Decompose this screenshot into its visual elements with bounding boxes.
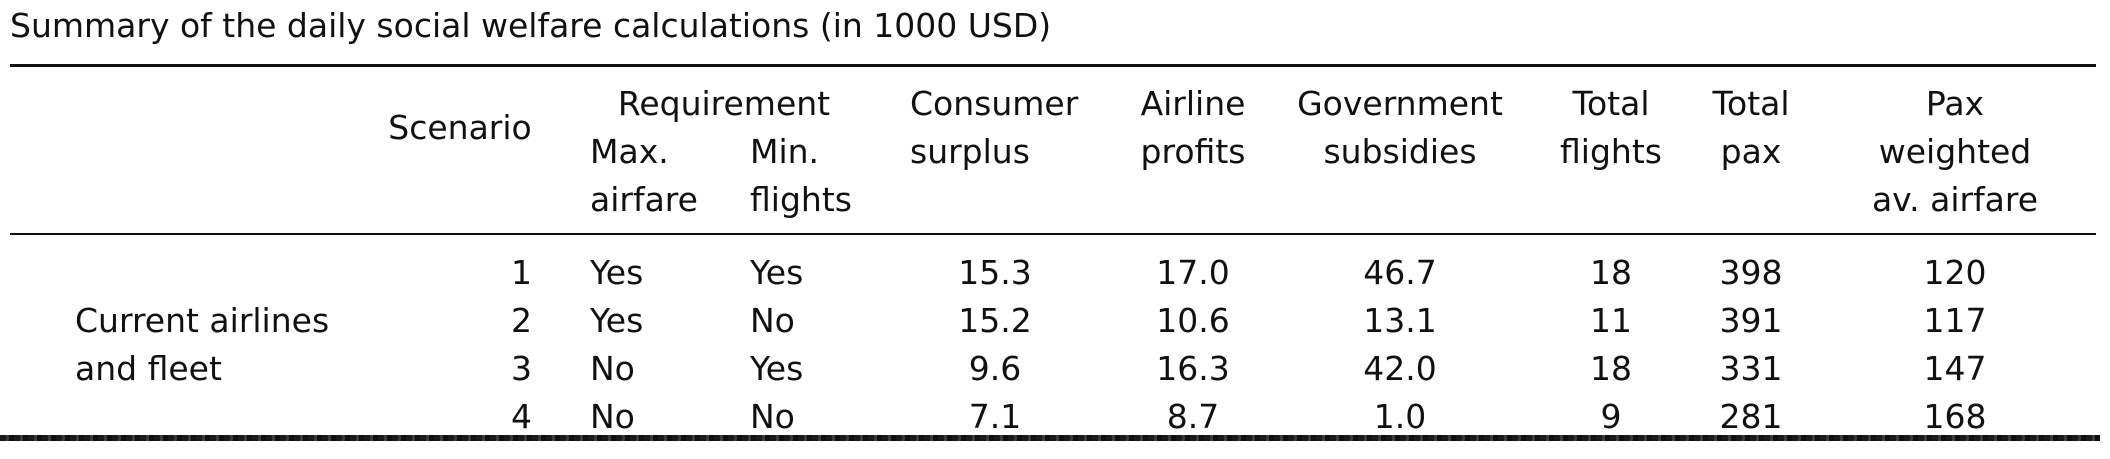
total-pax-cell: 391	[1719, 301, 1783, 340]
consumer-surplus-cell: 15.2	[958, 301, 1032, 340]
header-consumer-surplus-line1: Consumer	[910, 84, 1079, 123]
header-rule	[10, 233, 2096, 235]
max-airfare-cell: No	[590, 397, 635, 436]
group-label-line1: Current airlines	[75, 301, 330, 340]
header-consumer-surplus-line2: surplus	[910, 132, 1030, 171]
max-airfare-cell: No	[590, 349, 635, 388]
min-flights-cell: Yes	[750, 349, 804, 388]
pax-weighted-airfare-cell: 168	[1923, 397, 1987, 436]
total-flights-cell: 9	[1600, 397, 1622, 436]
total-pax-cell: 281	[1719, 397, 1783, 436]
airline-profits-cell: 8.7	[1166, 397, 1220, 436]
consumer-surplus-cell: 7.1	[968, 397, 1022, 436]
total-flights-cell: 11	[1590, 301, 1632, 340]
min-flights-cell: Yes	[750, 253, 804, 292]
consumer-surplus-cell: 15.3	[958, 253, 1032, 292]
total-pax-cell: 331	[1719, 349, 1783, 388]
scenario-cell: 3	[511, 349, 532, 388]
header-min-flights-line2: flights	[750, 180, 852, 219]
scenario-cell: 4	[511, 397, 532, 436]
header-pax-weighted-line2: weighted	[1878, 132, 2032, 171]
government-subsidies-cell: 1.0	[1373, 397, 1427, 436]
top-rule	[10, 64, 2096, 67]
header-scenario: Scenario	[388, 108, 532, 147]
pax-weighted-airfare-cell: 147	[1923, 349, 1987, 388]
government-subsidies-cell: 46.7	[1363, 253, 1437, 292]
airline-profits-cell: 10.6	[1156, 301, 1230, 340]
airline-profits-cell: 17.0	[1156, 253, 1230, 292]
airline-profits-cell: 16.3	[1156, 349, 1230, 388]
header-government-subsidies-line1: Government	[1297, 84, 1503, 123]
header-airline-profits-line1: Airline	[1140, 84, 1246, 123]
consumer-surplus-cell: 9.6	[968, 349, 1022, 388]
pax-weighted-airfare-cell: 120	[1923, 253, 1987, 292]
header-airline-profits-line2: profits	[1140, 132, 1246, 171]
header-pax-weighted-line1: Pax	[1925, 84, 1985, 123]
min-flights-cell: No	[750, 301, 795, 340]
government-subsidies-cell: 42.0	[1363, 349, 1437, 388]
header-max-airfare-line2: airfare	[590, 180, 698, 219]
table-caption: Summary of the daily social welfare calc…	[10, 6, 1052, 45]
header-pax-weighted-line3: av. airfare	[1871, 180, 2039, 219]
header-total-pax-line2: pax	[1720, 132, 1782, 171]
header-max-airfare-line1: Max.	[590, 132, 669, 171]
header-min-flights-line1: Min.	[750, 132, 820, 171]
header-total-flights-line1: Total	[1572, 84, 1650, 123]
government-subsidies-cell: 13.1	[1363, 301, 1437, 340]
total-pax-cell: 398	[1719, 253, 1783, 292]
header-requirement: Requirement	[617, 84, 831, 123]
bottom-rule	[0, 435, 2100, 441]
max-airfare-cell: Yes	[590, 253, 644, 292]
total-flights-cell: 18	[1590, 253, 1632, 292]
header-total-flights-line2: flights	[1560, 132, 1662, 171]
group-label-line2: and fleet	[75, 349, 222, 388]
min-flights-cell: No	[750, 397, 795, 436]
scenario-cell: 1	[511, 253, 532, 292]
total-flights-cell: 18	[1590, 349, 1632, 388]
pax-weighted-airfare-cell: 117	[1923, 301, 1987, 340]
max-airfare-cell: Yes	[590, 301, 644, 340]
header-total-pax-line1: Total	[1712, 84, 1790, 123]
header-government-subsidies-line2: subsidies	[1323, 132, 1477, 171]
scenario-cell: 2	[511, 301, 532, 340]
